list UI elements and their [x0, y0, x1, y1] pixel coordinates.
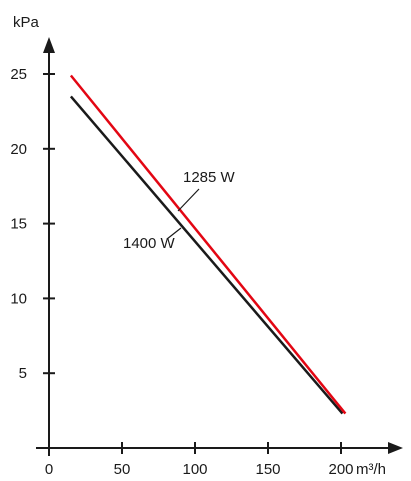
annotation-layer: 1285 W 1400 W [123, 169, 236, 252]
y-tick-label: 10 [10, 290, 27, 307]
x-tick-label: 200 [328, 461, 353, 478]
y-axis-arrow [43, 37, 55, 53]
series-label-0: 1285 W [183, 169, 236, 186]
x-tick-label: 0 [45, 461, 53, 478]
y-tick-label: 15 [10, 216, 27, 233]
x-tick-label: 100 [182, 461, 207, 478]
x-tick-label: 150 [255, 461, 280, 478]
series-layer [69, 74, 347, 415]
series-line-0 [69, 74, 347, 415]
ticks: 0 50 100 150 200 5 10 15 20 25 [10, 66, 353, 478]
series-leader-0 [177, 188, 200, 212]
x-tick-label: 50 [114, 461, 131, 478]
y-axis-label: kPa [13, 14, 40, 31]
series-line-1 [69, 95, 344, 415]
y-tick-label: 25 [10, 66, 27, 83]
series-label-1: 1400 W [123, 235, 176, 252]
x-axis-label: m³/h [356, 461, 386, 478]
y-tick-label: 20 [10, 141, 27, 158]
axes [36, 37, 403, 456]
series-leader-1 [166, 227, 182, 240]
y-tick-label: 5 [19, 365, 27, 382]
x-axis-arrow [388, 442, 403, 454]
